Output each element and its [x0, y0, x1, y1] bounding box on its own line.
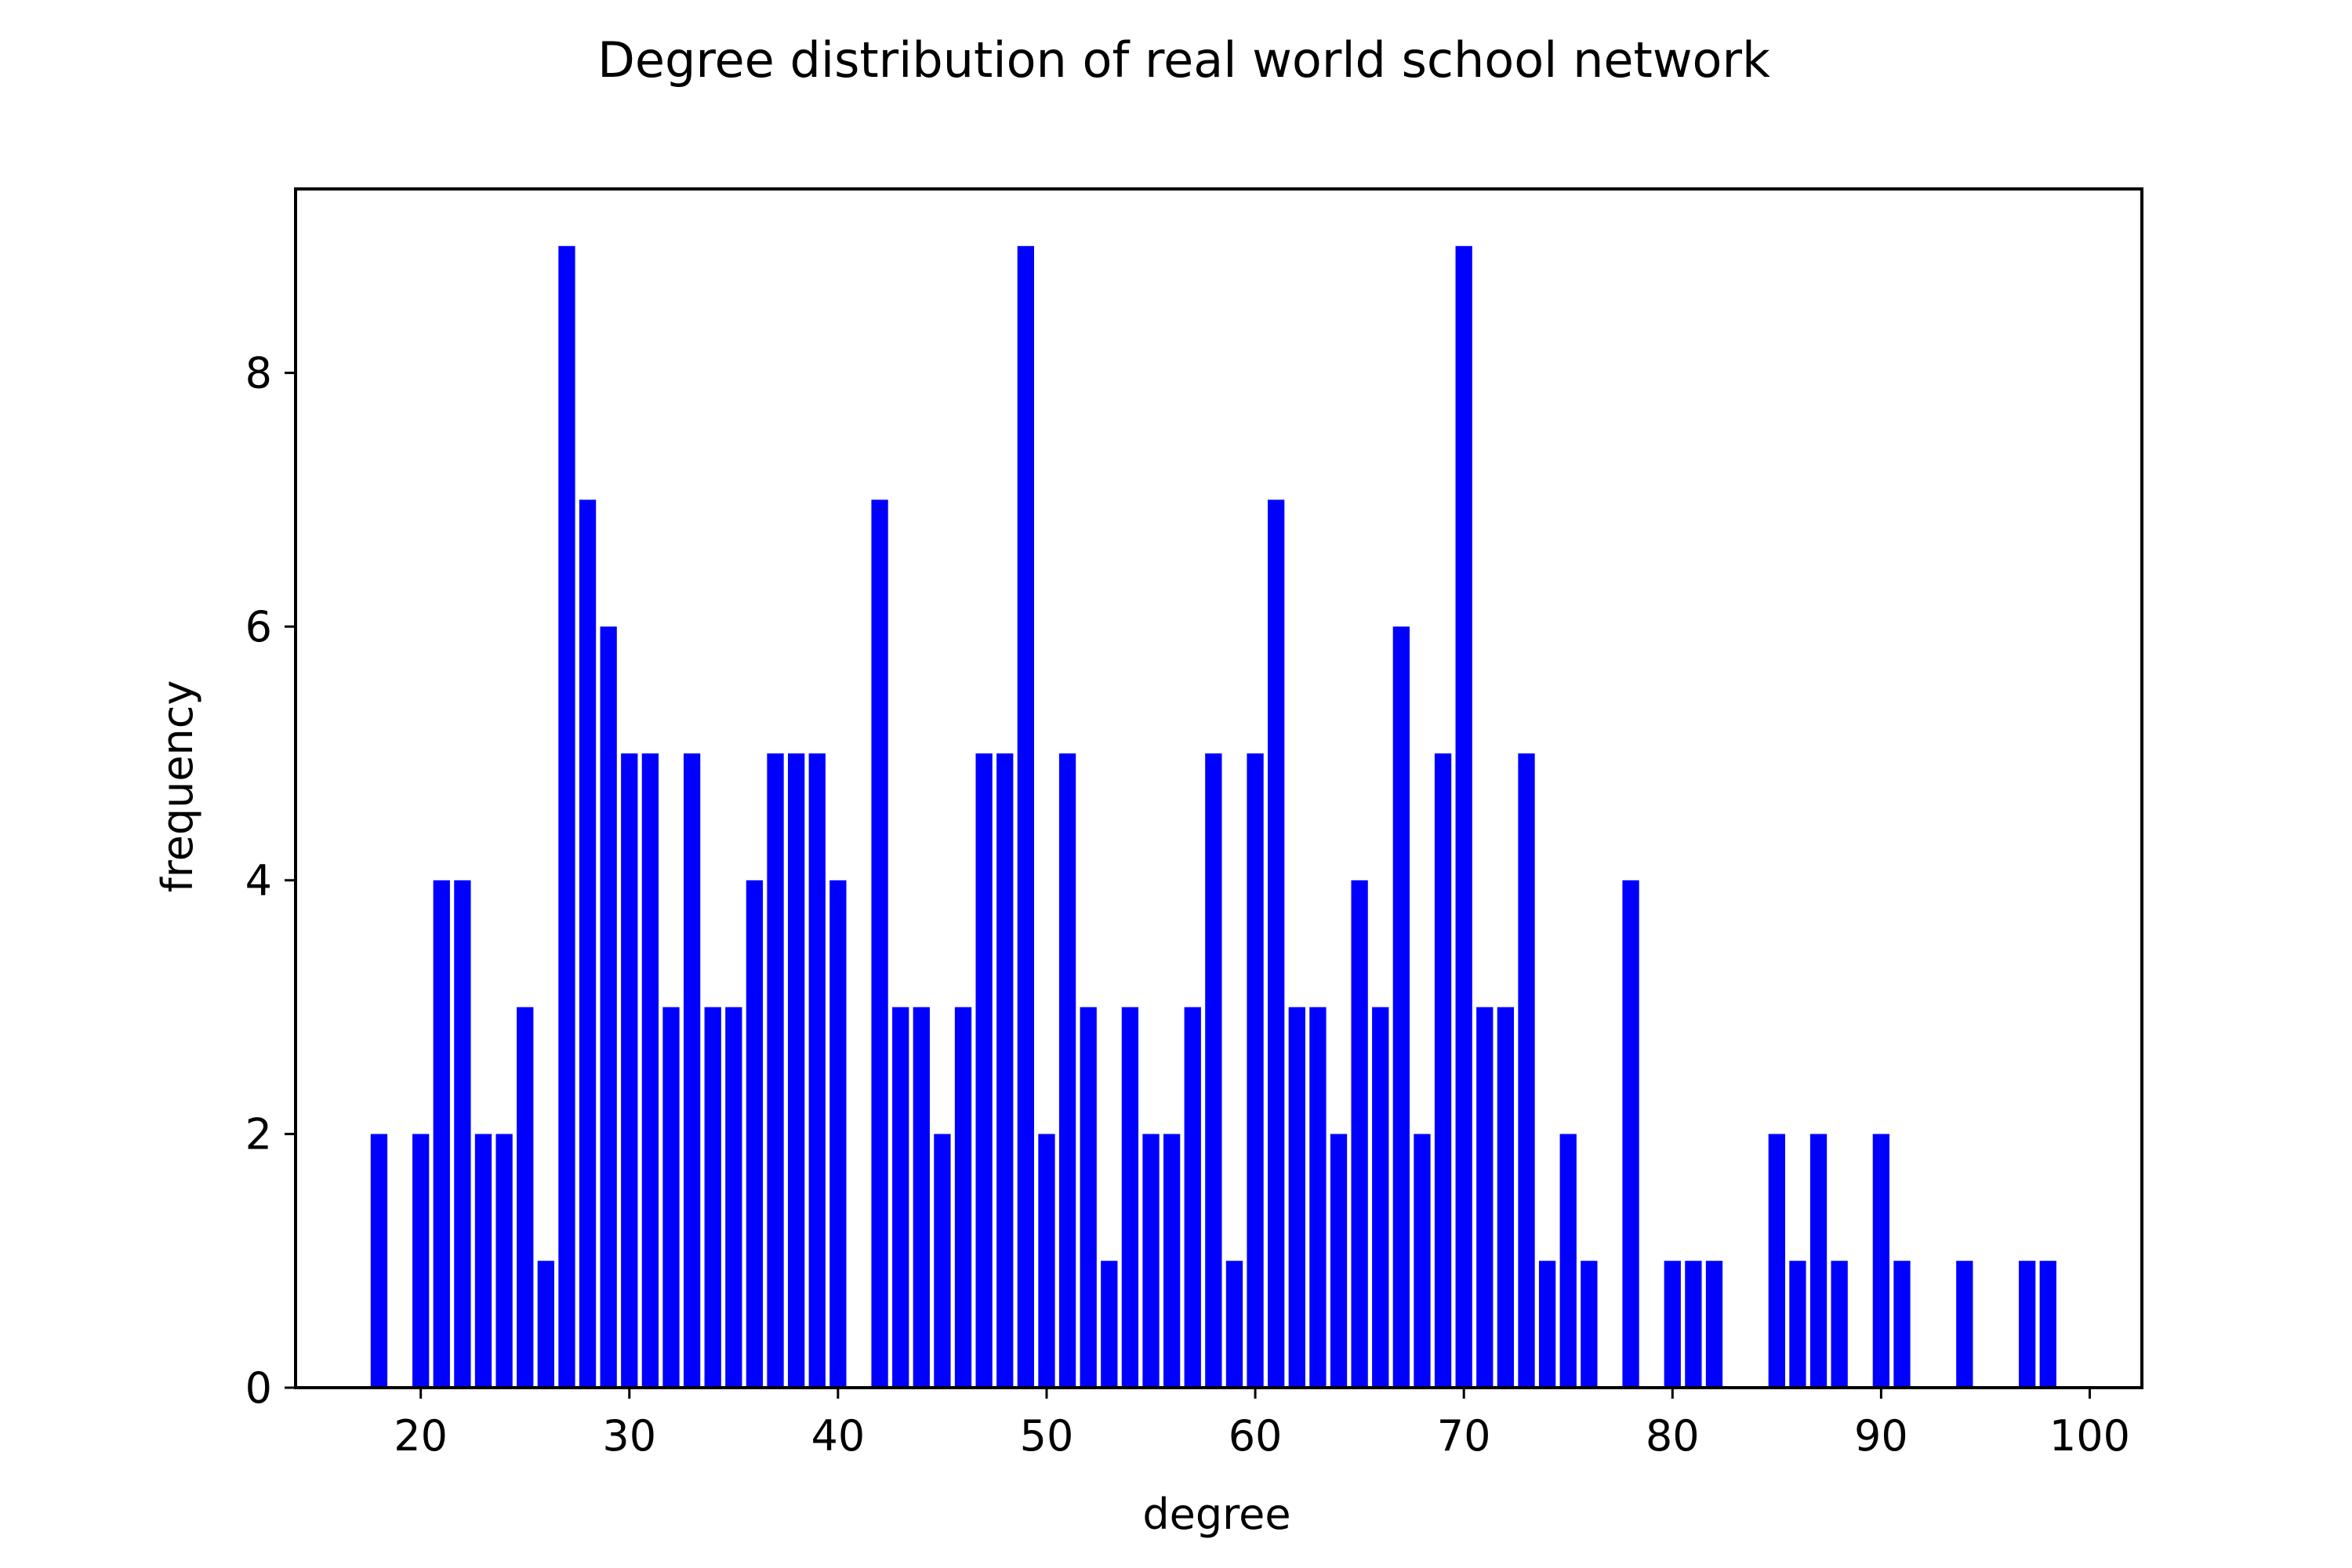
y-axis-label: frequency — [153, 681, 202, 893]
bar-degree-21 — [433, 880, 450, 1388]
bar-degree-39 — [808, 753, 826, 1388]
bar-degree-61 — [1268, 499, 1285, 1388]
bar-degree-24 — [495, 1134, 513, 1388]
bar-degree-80 — [1664, 1261, 1681, 1388]
bar-degree-72 — [1497, 1007, 1515, 1388]
bar-degree-68 — [1414, 1134, 1431, 1388]
bar-degree-70 — [1455, 245, 1472, 1388]
bar-degree-57 — [1184, 1007, 1201, 1388]
bar-degree-58 — [1205, 753, 1222, 1388]
bar-degree-91 — [1893, 1261, 1911, 1388]
y-tick-label: 0 — [245, 1363, 272, 1413]
bar-degree-98 — [2039, 1261, 2056, 1388]
bar-degree-32 — [662, 1007, 680, 1388]
bar-degree-38 — [788, 753, 805, 1388]
bar-degree-42 — [871, 499, 888, 1388]
bar-degree-64 — [1330, 1134, 1348, 1388]
x-axis-label: degree — [1142, 1490, 1290, 1539]
y-axis-ticks: 0 2 4 6 8 — [245, 349, 296, 1413]
x-tick-label: 80 — [1646, 1411, 1700, 1461]
x-tick-label: 50 — [1020, 1411, 1074, 1461]
bar-degree-63 — [1309, 1007, 1327, 1388]
y-tick-label: 6 — [245, 602, 272, 652]
bar-degree-82 — [1705, 1261, 1723, 1388]
bar-degree-74 — [1538, 1261, 1556, 1388]
x-tick-label: 60 — [1229, 1411, 1283, 1461]
bar-degree-65 — [1351, 880, 1368, 1388]
bar-degree-43 — [892, 1007, 909, 1388]
bar-degree-30 — [621, 753, 638, 1388]
bar-degree-22 — [454, 880, 471, 1388]
bar-degree-67 — [1392, 626, 1410, 1388]
bar-degree-34 — [704, 1007, 721, 1388]
x-tick-label: 30 — [602, 1411, 656, 1461]
bar-degree-40 — [829, 880, 847, 1388]
x-tick-label: 20 — [394, 1411, 448, 1461]
bar-degree-55 — [1142, 1134, 1160, 1388]
bar-degree-33 — [683, 753, 701, 1388]
bar-degree-44 — [913, 1007, 930, 1388]
bar-degree-53 — [1101, 1261, 1118, 1388]
bar-degree-78 — [1622, 880, 1639, 1388]
bar-degree-76 — [1581, 1261, 1598, 1388]
bar-degree-86 — [1789, 1261, 1806, 1388]
x-tick-label: 100 — [2049, 1411, 2130, 1461]
bar-degree-56 — [1163, 1134, 1181, 1388]
bar-degree-85 — [1768, 1134, 1785, 1388]
bar-degree-66 — [1372, 1007, 1389, 1388]
bar-degree-31 — [641, 753, 659, 1388]
bars-group — [370, 245, 2056, 1388]
bar-degree-54 — [1121, 1007, 1139, 1388]
bar-degree-36 — [746, 880, 764, 1388]
bar-degree-94 — [1956, 1261, 1973, 1388]
bar-degree-71 — [1476, 1007, 1494, 1388]
y-tick-label: 2 — [245, 1109, 272, 1159]
bar-degree-49 — [1017, 245, 1034, 1388]
bar-degree-73 — [1518, 753, 1535, 1388]
x-tick-label: 70 — [1437, 1411, 1491, 1461]
bar-degree-18 — [370, 1134, 388, 1388]
bar-degree-45 — [934, 1134, 951, 1388]
y-tick-label: 8 — [245, 349, 272, 398]
bar-degree-69 — [1434, 753, 1452, 1388]
bar-degree-23 — [474, 1134, 492, 1388]
bar-degree-20 — [412, 1134, 430, 1388]
bar-degree-51 — [1058, 753, 1076, 1388]
bar-degree-97 — [2019, 1261, 2036, 1388]
bar-degree-81 — [1685, 1261, 1702, 1388]
bar-degree-25 — [517, 1007, 534, 1388]
bar-degree-26 — [537, 1261, 554, 1388]
bar-degree-27 — [558, 245, 575, 1388]
bar-degree-50 — [1038, 1134, 1055, 1388]
bar-degree-59 — [1225, 1261, 1243, 1388]
chart-title: Degree distribution of real world school… — [597, 31, 1770, 89]
bar-degree-75 — [1559, 1134, 1577, 1388]
bar-degree-60 — [1247, 753, 1264, 1388]
bar-degree-62 — [1288, 1007, 1305, 1388]
bar-degree-35 — [725, 1007, 742, 1388]
y-tick-label: 4 — [245, 856, 272, 906]
plot-area-frame — [294, 187, 2143, 1389]
bar-degree-52 — [1080, 1007, 1097, 1388]
bar-degree-47 — [975, 753, 993, 1388]
bar-degree-29 — [600, 626, 617, 1388]
x-axis-ticks: 20 30 40 50 60 70 80 90 100 — [394, 1388, 2130, 1461]
bar-degree-46 — [954, 1007, 972, 1388]
bar-degree-87 — [1809, 1134, 1828, 1388]
bar-degree-28 — [579, 499, 597, 1388]
x-tick-label: 40 — [811, 1411, 866, 1461]
x-tick-label: 90 — [1854, 1411, 1908, 1461]
bar-degree-88 — [1831, 1261, 1848, 1388]
bar-degree-48 — [996, 753, 1014, 1388]
bar-degree-37 — [767, 753, 784, 1388]
bar-degree-90 — [1872, 1134, 1890, 1388]
